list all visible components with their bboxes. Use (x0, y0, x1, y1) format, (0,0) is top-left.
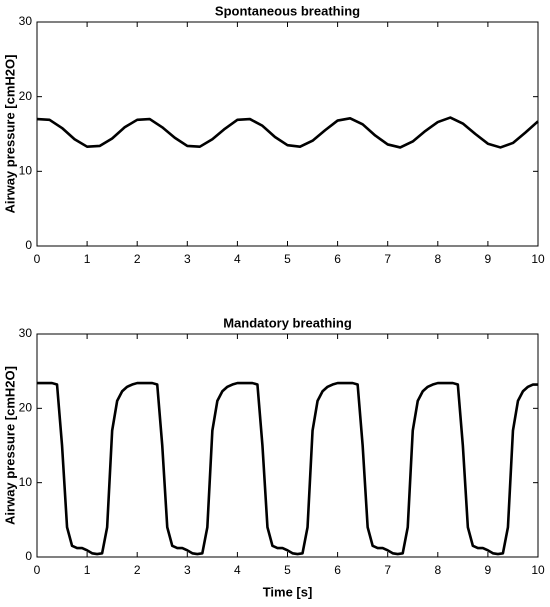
x-tick-label: 9 (485, 252, 492, 266)
x-tick-label: 2 (134, 563, 141, 577)
x-tick-label: 9 (485, 563, 492, 577)
x-tick-label: 1 (84, 252, 91, 266)
x-tick-label: 1 (84, 563, 91, 577)
x-tick-label: 7 (384, 252, 391, 266)
x-tick-label: 7 (384, 563, 391, 577)
x-tick-label: 8 (434, 563, 441, 577)
x-tick-label: 8 (434, 252, 441, 266)
y-tick-label: 0 (25, 238, 32, 252)
x-axis-label: Time [s] (263, 584, 313, 599)
y-axis-label: Airway pressure [cmH2O] (2, 55, 17, 214)
plot-frame (36, 21, 539, 247)
x-tick-label: 3 (184, 563, 191, 577)
y-tick-label: 20 (19, 89, 33, 103)
x-tick-label: 5 (284, 563, 291, 577)
x-tick-label: 10 (531, 563, 545, 577)
x-tick-label: 4 (234, 252, 241, 266)
y-axis-label: Airway pressure [cmH2O] (2, 366, 17, 525)
chart-title: Mandatory breathing (223, 315, 352, 330)
y-tick-label: 0 (25, 549, 32, 563)
x-tick-label: 4 (234, 563, 241, 577)
line-series (37, 381, 538, 556)
line-series (36, 116, 539, 149)
y-tick-label: 10 (19, 164, 33, 178)
x-tick-label: 3 (184, 252, 191, 266)
y-tick-label: 10 (19, 475, 33, 489)
x-tick-label: 10 (531, 252, 545, 266)
x-tick-label: 5 (284, 252, 291, 266)
y-tick-label: 20 (19, 401, 33, 415)
x-tick-label: 6 (334, 563, 341, 577)
x-tick-label: 0 (34, 252, 41, 266)
y-tick-label: 30 (19, 326, 33, 340)
y-tick-label: 30 (19, 14, 33, 28)
x-tick-label: 6 (334, 252, 341, 266)
chart-title: Spontaneous breathing (215, 3, 360, 18)
x-tick-label: 0 (34, 563, 41, 577)
x-tick-label: 2 (134, 252, 141, 266)
